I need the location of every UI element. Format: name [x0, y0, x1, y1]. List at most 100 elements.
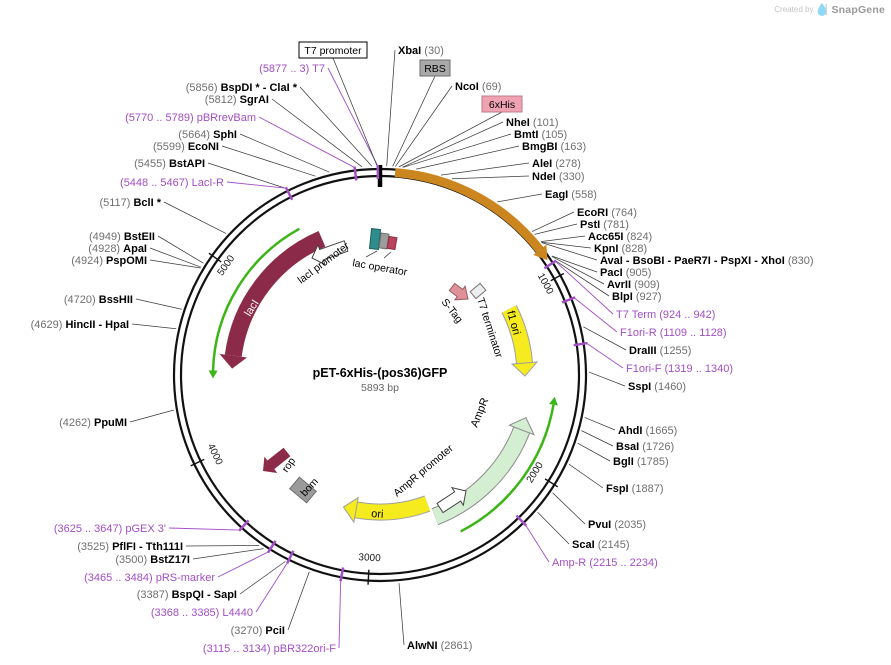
leader-line: [551, 255, 598, 273]
leader-line: [552, 492, 586, 525]
site-label: (5856) BspDI * - ClaI *: [186, 82, 298, 94]
site-label: AvrII (909): [607, 279, 660, 291]
leader-line: [584, 417, 616, 431]
site-label: T7 Term (924 .. 942): [616, 309, 715, 321]
primer-site-tick: [353, 166, 358, 181]
ori-label: ori: [371, 508, 384, 521]
s-tag-arrow: [448, 282, 469, 301]
site-label: (4629) HincII - HpaI: [31, 319, 129, 331]
t7-promoter-boxed-label: [298, 41, 368, 59]
leader-line: [497, 193, 543, 203]
mini-features: [263, 228, 487, 514]
scale-tick-label: 4000: [205, 442, 225, 467]
leader-line: [398, 111, 503, 168]
site-label: PvuI (2035): [588, 519, 646, 531]
site-label: (3387) BspQI - SapI: [137, 589, 237, 601]
leader-line: [531, 211, 575, 232]
lac-operator-label: lac operator: [351, 257, 408, 279]
site-label: (4262) PpuMI: [59, 417, 127, 429]
site-label: (3270) PciI: [231, 625, 285, 637]
leader-line: [452, 175, 530, 180]
leader-line: [440, 162, 530, 176]
t7-terminator-box: [469, 282, 487, 300]
leader-line: [332, 57, 378, 167]
f1-ori-arc-arrowhead: [510, 361, 539, 377]
f1-ori-arc: [502, 305, 532, 364]
rbs-boxed-label-text: RBS: [424, 63, 446, 75]
plasmid-length: 5893 bp: [361, 382, 399, 394]
site-label: NheI (101): [506, 117, 559, 129]
site-label: (4720) BssHII: [64, 294, 133, 306]
leader-line: [149, 247, 202, 268]
site-label: BmgBI (163): [522, 141, 586, 153]
site-label: AhdI (1665): [618, 425, 677, 437]
site-label: F1ori-F (1319 .. 1340): [626, 363, 733, 375]
site-label: SspI (1460): [628, 381, 686, 393]
t7-terminator-label: T7 terminator: [474, 296, 505, 360]
leader-line: [207, 162, 287, 189]
site-label: (5877 .. 3) T7: [259, 63, 325, 75]
lacI-promoter-arrow: [311, 240, 349, 266]
orf-arc-right-arrowhead: [549, 396, 558, 406]
site-label: Acc65I (824): [588, 231, 652, 243]
bom-box: [289, 476, 317, 504]
leader-line: [131, 323, 177, 330]
site-label: (4928) ApaI: [88, 243, 147, 255]
leader-line: [525, 524, 550, 563]
site-label: (4949) BstEII: [89, 231, 155, 243]
leader-line: [398, 583, 405, 646]
site-label: FspI (1887): [606, 483, 663, 495]
leader-line: [568, 463, 604, 489]
leader-line: [226, 181, 287, 189]
site-label: (3115 .. 3134) pBR322ori-F: [203, 643, 336, 655]
orf-arc-right: [460, 404, 555, 533]
site-label: BsaI (1726): [616, 441, 674, 453]
watermark-created-by: Created by: [774, 5, 814, 14]
site-label: (5812) SgrAI: [205, 94, 269, 106]
lacI-cds-arc: [224, 231, 326, 357]
site-label: BlpI (927): [612, 291, 662, 303]
leader-line: [258, 116, 355, 168]
leader-line: [239, 561, 286, 595]
6xhis-boxed-label-text: 6xHis: [489, 99, 515, 111]
map-labels: XbaI (30) NcoI (69) NheI (101)BmtI (105)Bm…: [31, 41, 814, 655]
leader-line: [338, 580, 342, 649]
site-label: XbaI (30): [398, 45, 444, 57]
leader-line: [255, 562, 288, 613]
site-label: EagI (558): [545, 189, 597, 201]
leader-line: [537, 511, 570, 545]
6xhis-boxed-label: [481, 95, 523, 113]
leader-line: [581, 430, 614, 447]
scale-tick-label: 2000: [525, 460, 546, 485]
scale-tick: [544, 478, 559, 488]
snapgene-logo-icon: [817, 3, 828, 16]
site-label: NdeI (330): [532, 171, 585, 183]
ori-arc: [354, 496, 431, 520]
rop-arrow: [263, 447, 291, 473]
primer-site-tick: [561, 296, 576, 304]
leader-line: [554, 260, 614, 315]
leader-line: [402, 121, 504, 168]
site-label: PacI (905): [600, 267, 651, 279]
ampR-promoter-arrow: [436, 486, 467, 514]
leader-line: [221, 145, 316, 177]
leader-line: [327, 67, 379, 167]
watermark-brand: SnapGene: [831, 3, 885, 16]
site-label: (5770 .. 5789) pBRrevBam: [125, 112, 256, 124]
plasmid-title: pET-6xHis-(pos36)GFP: [313, 366, 448, 380]
primer-site-tick: [284, 186, 294, 201]
leader-line: [395, 85, 453, 167]
site-label: BmtI (105): [514, 129, 567, 141]
leader-line: [588, 371, 626, 387]
site-label: EcoRI (764): [577, 207, 637, 219]
leader-line: [192, 548, 264, 560]
his-tag-box: [386, 235, 398, 251]
site-label: (3465 .. 3484) pRS-marker: [84, 572, 215, 584]
leader-line: [217, 551, 269, 578]
site-label: AleI (278): [532, 158, 581, 170]
scale-tick-label: 3000: [358, 552, 381, 564]
lacI-cds-arc-arrowhead: [219, 353, 248, 369]
scale-tick: [367, 569, 370, 585]
leader-line: [577, 442, 611, 462]
